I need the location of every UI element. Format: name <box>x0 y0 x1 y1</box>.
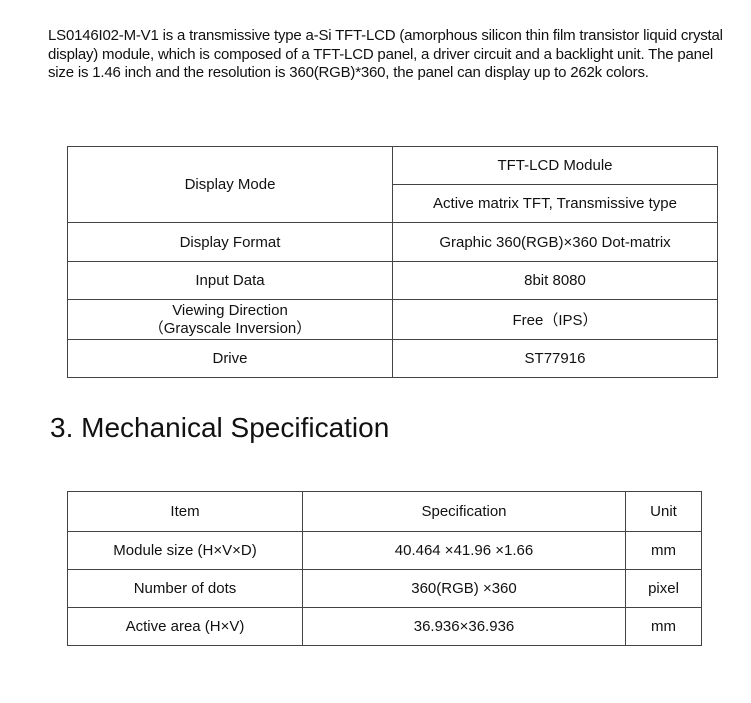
row-label-line2: （Grayscale Inversion） <box>148 319 312 337</box>
row-label: Drive <box>67 339 393 378</box>
header-unit: Unit <box>625 491 702 532</box>
table-row: Number of dots 360(RGB) ×360 pixel <box>67 569 702 608</box>
table-row: Input Data 8bit 8080 <box>67 261 718 300</box>
row-value: Graphic 360(RGB)×360 Dot-matrix <box>392 222 718 262</box>
row-label-line1: Viewing Direction <box>172 301 288 319</box>
header-item: Item <box>67 491 303 532</box>
row-label: Input Data <box>67 261 393 300</box>
table-row: Display Format Graphic 360(RGB)×360 Dot-… <box>67 222 718 262</box>
row-value: 8bit 8080 <box>392 261 718 300</box>
unit-cell: mm <box>625 607 702 646</box>
section-heading: 3. Mechanical Specification <box>50 412 390 443</box>
row-value: Free（IPS） <box>392 299 718 340</box>
display-mode-value: Active matrix TFT, Transmissive type <box>392 184 718 223</box>
row-label: Viewing Direction （Grayscale Inversion） <box>67 299 393 340</box>
table-row: Viewing Direction （Grayscale Inversion） F… <box>67 299 718 340</box>
spec-cell: 360(RGB) ×360 <box>302 569 626 608</box>
table-row: Active area (H×V) 36.936×36.936 mm <box>67 607 702 646</box>
table-row: Module size (H×V×D) 40.464 ×41.96 ×1.66 … <box>67 531 702 570</box>
spec-cell: 40.464 ×41.96 ×1.66 <box>302 531 626 570</box>
unit-cell: mm <box>625 531 702 570</box>
display-mode-label: Display Mode <box>67 146 393 223</box>
unit-cell: pixel <box>625 569 702 608</box>
mechanical-spec-table: Item Specification Unit Module size (H×V… <box>67 491 702 646</box>
display-mode-value: TFT-LCD Module <box>392 146 718 185</box>
row-value: ST77916 <box>392 339 718 378</box>
item-cell: Active area (H×V) <box>67 607 303 646</box>
header-specification: Specification <box>302 491 626 532</box>
general-spec-table: Display Mode TFT-LCD Module Active matri… <box>67 146 718 378</box>
item-cell: Module size (H×V×D) <box>67 531 303 570</box>
spec-cell: 36.936×36.936 <box>302 607 626 646</box>
intro-paragraph: LS0146I02-M-V1 is a transmissive type a-… <box>48 27 723 82</box>
item-cell: Number of dots <box>67 569 303 608</box>
table-row: Drive ST77916 <box>67 339 718 378</box>
row-label: Display Format <box>67 222 393 262</box>
